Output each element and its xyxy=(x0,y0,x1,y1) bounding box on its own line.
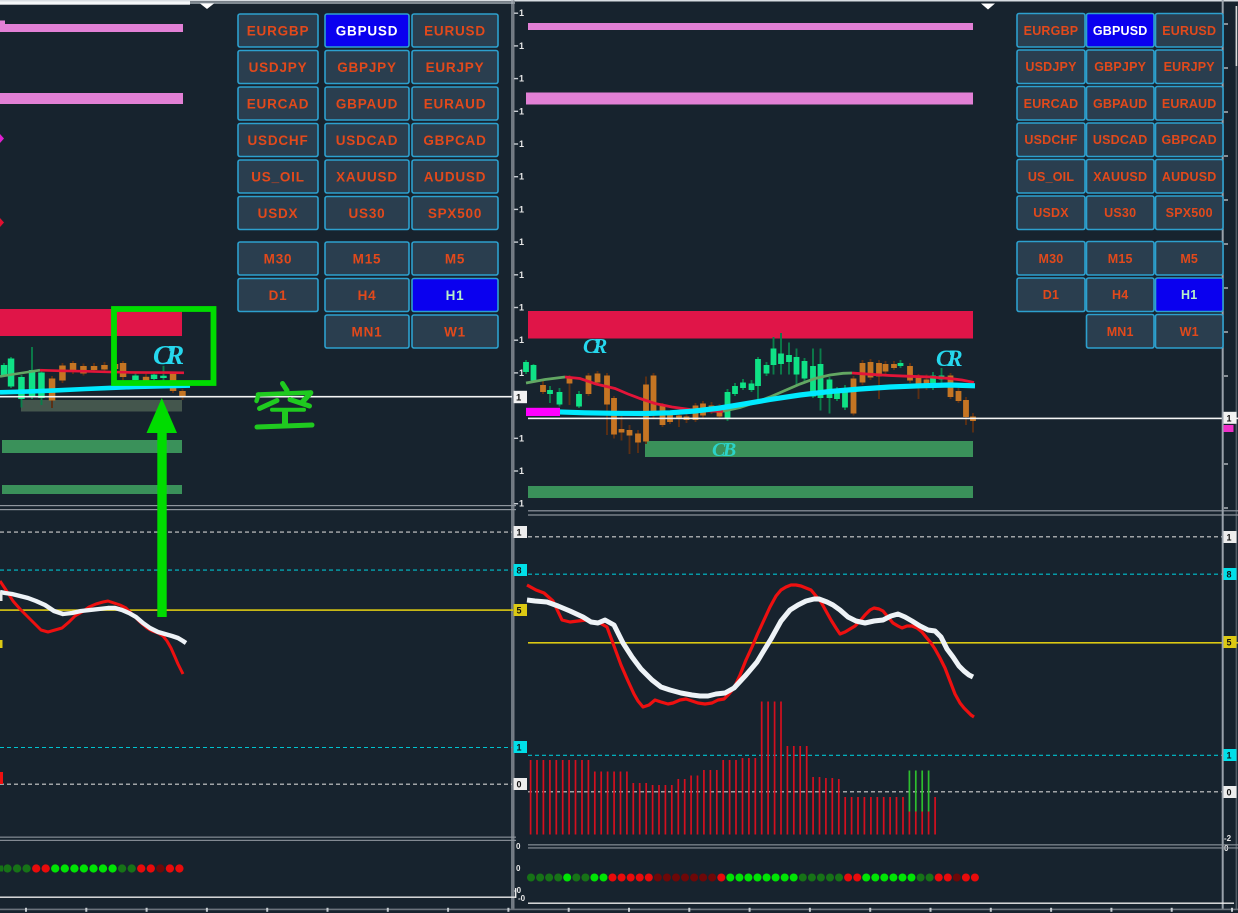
svg-text:EURJPY: EURJPY xyxy=(426,60,485,75)
svg-text:EURJPY: EURJPY xyxy=(1164,60,1216,74)
svg-text:5: 5 xyxy=(1227,638,1232,648)
svg-text:1: 1 xyxy=(1227,751,1232,761)
svg-text:US30: US30 xyxy=(1104,206,1136,220)
svg-text:M15: M15 xyxy=(353,251,382,266)
svg-text:W1: W1 xyxy=(444,324,466,339)
svg-text:EURCAD: EURCAD xyxy=(247,96,310,111)
svg-text:USDX: USDX xyxy=(1033,206,1069,220)
svg-text:1: 1 xyxy=(519,8,524,18)
svg-text:GBPCAD: GBPCAD xyxy=(423,133,486,148)
svg-text:M30: M30 xyxy=(264,251,293,266)
svg-text:EURGBP: EURGBP xyxy=(1024,24,1079,38)
svg-text:AUDUSD: AUDUSD xyxy=(424,169,487,184)
svg-text:US_OIL: US_OIL xyxy=(251,169,305,184)
svg-text:USDCHF: USDCHF xyxy=(1024,133,1077,147)
svg-text:GBPAUD: GBPAUD xyxy=(1093,97,1147,111)
svg-text:0: 0 xyxy=(517,780,522,790)
svg-text:M5: M5 xyxy=(445,251,465,266)
svg-text:USDCHF: USDCHF xyxy=(247,133,308,148)
svg-text:1: 1 xyxy=(519,270,524,280)
svg-text:M5: M5 xyxy=(1180,252,1198,266)
svg-text:1: 1 xyxy=(517,743,522,753)
svg-text:USDCAD: USDCAD xyxy=(1093,133,1148,147)
svg-text:H4: H4 xyxy=(1112,288,1128,302)
svg-text:GBPAUD: GBPAUD xyxy=(336,96,398,111)
svg-text:EURAUD: EURAUD xyxy=(1162,97,1217,111)
svg-text:EURGBP: EURGBP xyxy=(247,23,310,38)
svg-text:GBPUSD: GBPUSD xyxy=(1093,24,1148,38)
svg-text:XAUUSD: XAUUSD xyxy=(1093,170,1147,184)
svg-text:GBPCAD: GBPCAD xyxy=(1162,133,1217,147)
svg-text:H4: H4 xyxy=(358,288,377,303)
svg-text:SPX500: SPX500 xyxy=(1166,206,1213,220)
svg-text:0: 0 xyxy=(1227,788,1232,798)
svg-text:1: 1 xyxy=(519,74,524,84)
svg-text:1: 1 xyxy=(519,139,524,149)
svg-text:1: 1 xyxy=(516,393,522,404)
svg-text:CR: CR xyxy=(153,340,183,370)
svg-text:GBPJPY: GBPJPY xyxy=(1094,60,1146,74)
svg-text:1: 1 xyxy=(519,335,524,345)
svg-text:XAUUSD: XAUUSD xyxy=(336,169,398,184)
svg-text:US30: US30 xyxy=(349,206,386,221)
svg-text:1: 1 xyxy=(519,41,524,51)
svg-text:US_OIL: US_OIL xyxy=(1028,170,1075,184)
svg-text:GBPJPY: GBPJPY xyxy=(337,60,397,75)
svg-text:1: 1 xyxy=(519,499,524,509)
svg-text:-0: -0 xyxy=(518,894,526,903)
svg-text:USDJPY: USDJPY xyxy=(1025,60,1077,74)
svg-text:0: 0 xyxy=(516,864,521,873)
svg-text:H1: H1 xyxy=(446,288,465,303)
svg-text:8: 8 xyxy=(1227,570,1232,580)
svg-text:1: 1 xyxy=(1227,413,1232,423)
svg-text:EURUSD: EURUSD xyxy=(424,23,486,38)
svg-text:-0: -0 xyxy=(514,886,522,895)
svg-text:AUDUSD: AUDUSD xyxy=(1162,170,1217,184)
svg-text:SPX500: SPX500 xyxy=(428,206,482,221)
svg-text:GBPUSD: GBPUSD xyxy=(336,23,399,38)
svg-text:MN1: MN1 xyxy=(352,324,383,339)
svg-text:1: 1 xyxy=(519,433,524,443)
svg-text:H1: H1 xyxy=(1181,288,1197,302)
svg-text:USDJPY: USDJPY xyxy=(249,60,308,75)
svg-text:EURCAD: EURCAD xyxy=(1024,97,1079,111)
svg-text:1: 1 xyxy=(519,237,524,247)
svg-text:M15: M15 xyxy=(1108,252,1133,266)
svg-text:MN1: MN1 xyxy=(1107,325,1134,339)
svg-text:CB: CB xyxy=(712,439,736,461)
svg-text:0: 0 xyxy=(516,842,521,851)
svg-text:D1: D1 xyxy=(1043,288,1059,302)
svg-text:1: 1 xyxy=(1227,533,1232,543)
svg-text:USDX: USDX xyxy=(258,206,299,221)
svg-text:1: 1 xyxy=(519,106,524,116)
svg-text:1: 1 xyxy=(519,466,524,476)
svg-text:1: 1 xyxy=(519,172,524,182)
svg-text:EURAUD: EURAUD xyxy=(424,96,487,111)
svg-text:8: 8 xyxy=(517,566,522,576)
svg-text:M30: M30 xyxy=(1039,252,1064,266)
svg-text:1: 1 xyxy=(519,303,524,313)
svg-text:CR: CR xyxy=(936,346,962,371)
svg-text:1: 1 xyxy=(519,368,524,378)
svg-text:D1: D1 xyxy=(269,288,288,303)
svg-text:1: 1 xyxy=(517,528,522,538)
svg-text:1: 1 xyxy=(519,204,524,214)
svg-text:W1: W1 xyxy=(1180,325,1199,339)
svg-text:EURUSD: EURUSD xyxy=(1162,24,1216,38)
svg-text:5: 5 xyxy=(517,606,522,616)
svg-text:USDCAD: USDCAD xyxy=(336,133,399,148)
svg-text:-2: -2 xyxy=(1224,834,1232,843)
